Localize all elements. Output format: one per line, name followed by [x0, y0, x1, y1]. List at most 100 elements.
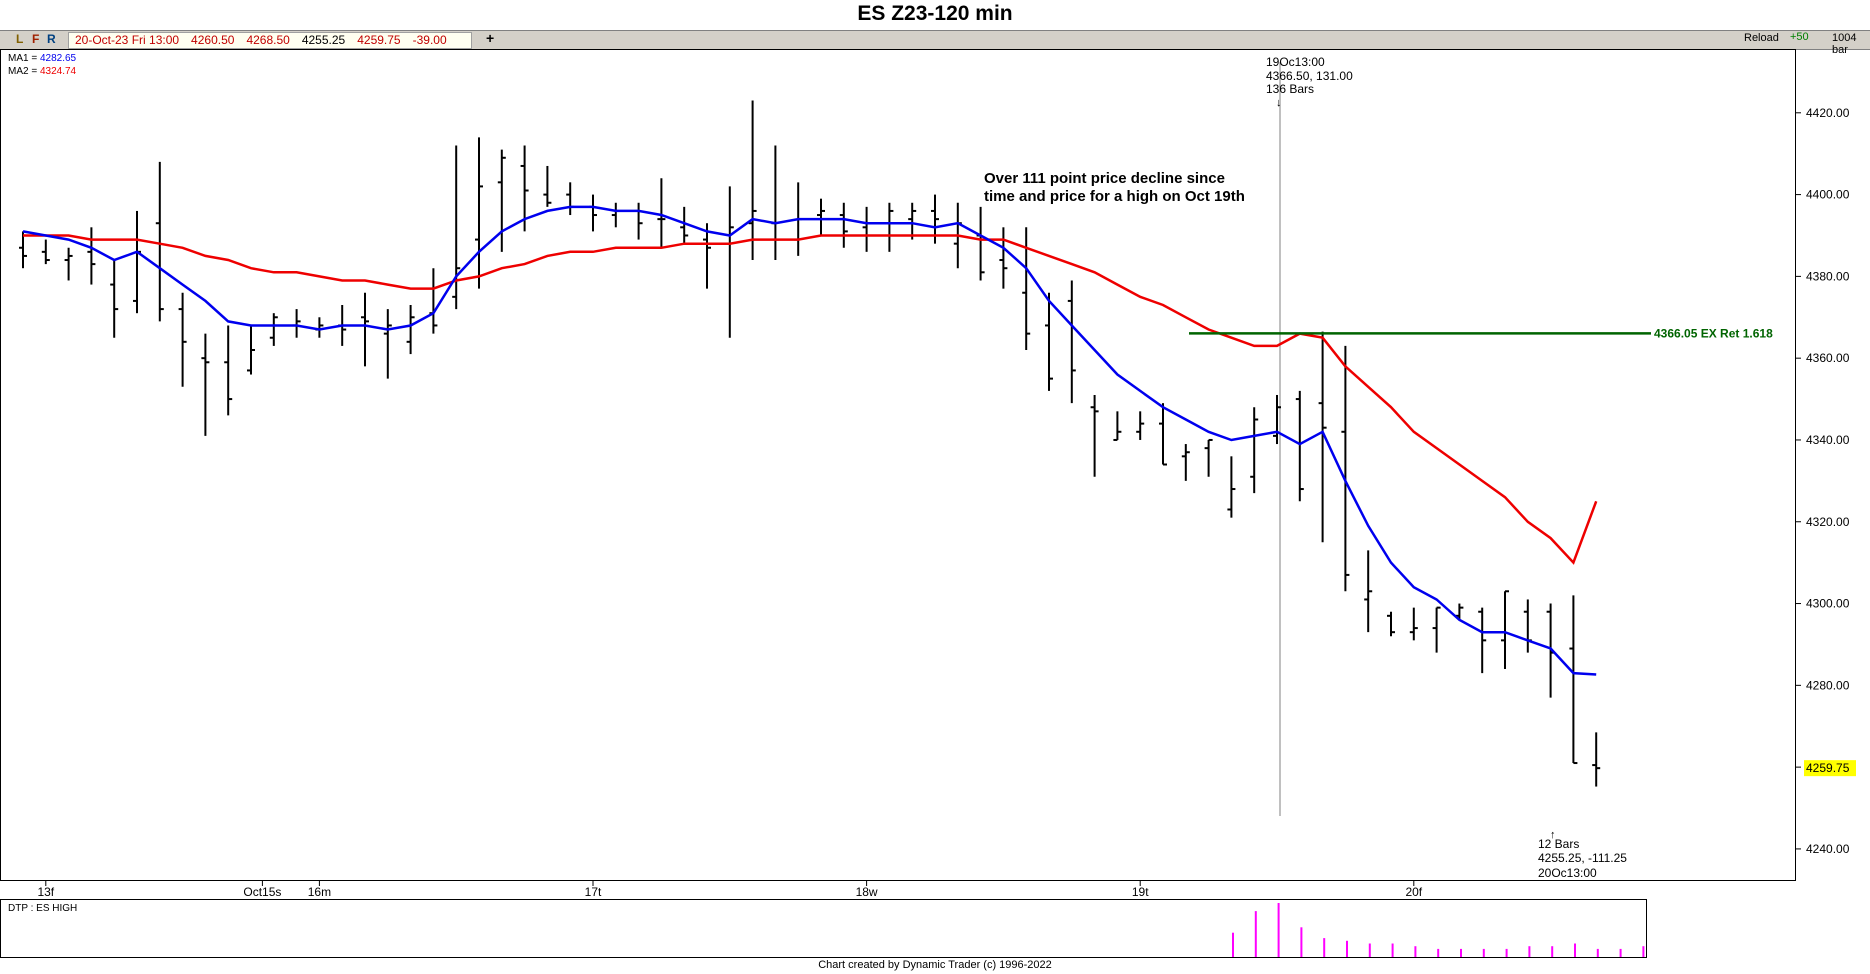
top-marker-values: 4366.50, 131.00	[1266, 69, 1353, 83]
ohlc-bar	[1432, 606, 1441, 653]
ma1-legend-label: MA1 = 4282.65	[8, 53, 77, 64]
retracement-label: 4366.05 EX Ret 1.618	[1654, 326, 1773, 340]
ohlc-bar	[1181, 444, 1190, 481]
ohlc-bar	[885, 202, 894, 252]
ohlc-bar	[1045, 292, 1053, 391]
ohlc-bar	[771, 145, 780, 261]
x-tick-label: 20f	[1405, 885, 1422, 899]
dtp-panel-label: DTP : ES HIGH	[8, 903, 77, 914]
y-tick-label: 4340.00	[1806, 433, 1850, 447]
quote-low: 4255.25	[301, 33, 346, 47]
ohlc-bar	[110, 260, 119, 338]
ohlc-bar	[1569, 595, 1578, 765]
ma2-line	[23, 234, 1598, 565]
main-plot-frame	[0, 49, 1796, 881]
x-tick-label: 13f	[37, 885, 54, 899]
ohlc-bar	[1364, 550, 1373, 633]
y-tick-label: 4420.00	[1806, 106, 1850, 120]
ohlc-bar	[406, 305, 415, 355]
toolbar-l-button[interactable]: L	[16, 32, 24, 46]
quote-close: 4259.75	[357, 33, 401, 47]
bars-plus-button[interactable]: +50	[1790, 31, 1809, 43]
bottom-marker-date: 20Oc13:00	[1538, 866, 1597, 880]
reload-button[interactable]: Reload	[1744, 32, 1779, 44]
quote-high: 4268.50	[246, 33, 290, 47]
ohlc-bar	[429, 268, 438, 334]
y-tick-label: 4240.00	[1806, 842, 1850, 856]
x-tick-label: 17t	[585, 885, 602, 899]
ohlc-bar	[224, 325, 233, 416]
footer-credit: Chart created by Dynamic Trader (c) 1996…	[818, 959, 1052, 971]
bars-count: 1004 bar	[1832, 32, 1857, 56]
ohlc-bar	[634, 202, 643, 240]
toolbar-r-button[interactable]: R	[47, 32, 56, 46]
x-tick-label: 16m	[308, 885, 331, 899]
ohlc-bar	[1250, 407, 1259, 494]
ohlc-bar	[133, 210, 141, 314]
bottom-marker-values: 4255.25, -111.25	[1538, 851, 1627, 865]
ohlc-bar	[1295, 390, 1304, 502]
last-price-label: 4259.75	[1806, 761, 1850, 775]
ohlc-bar	[703, 223, 711, 289]
ohlc-bar	[817, 198, 825, 236]
ohlc-bar	[1136, 411, 1145, 440]
ohlc-bar	[201, 333, 210, 436]
ma1-line	[22, 205, 1597, 676]
ohlc-bar	[178, 292, 187, 387]
toolbar-f-button[interactable]: F	[32, 32, 40, 46]
ohlc-bar	[452, 145, 461, 310]
y-tick-label: 4380.00	[1806, 269, 1850, 283]
decline-annotation-line1: Over 111 point price decline since	[984, 170, 1225, 187]
last-price-marker	[1804, 760, 1856, 777]
ohlc-bar	[725, 186, 734, 338]
ohlc-bar	[1592, 732, 1601, 787]
ohlc-bar	[155, 161, 164, 322]
top-marker-bars: 136 Bars	[1266, 82, 1314, 96]
y-axis: 4240.004260.004280.004300.004320.004340.…	[1795, 106, 1850, 856]
decline-annotation-line2: time and price for a high on Oct 19th	[984, 188, 1245, 205]
quote-change: -39.00	[412, 33, 447, 47]
ohlc-bar	[589, 194, 597, 232]
x-tick-label: 19t	[1132, 885, 1149, 899]
bottom-marker-bars: 12 Bars	[1538, 837, 1579, 851]
add-symbol-button[interactable]: +	[486, 30, 495, 46]
chart-title: ES Z23-120 min	[857, 2, 1013, 25]
ohlc-bar	[520, 145, 529, 232]
ohlc-bar	[269, 313, 278, 346]
ohlc-bar	[680, 206, 689, 244]
ohlc-bar	[64, 247, 73, 281]
y-tick-label: 4360.00	[1806, 351, 1850, 365]
ohlc-bar	[1341, 345, 1350, 592]
y-tick-label: 4320.00	[1806, 515, 1850, 529]
ohlc-bar	[839, 202, 848, 248]
ohlc-bar	[1387, 611, 1395, 637]
ohlc-bar	[1501, 590, 1509, 669]
dtp-bars	[1232, 903, 1645, 957]
ohlc-bar	[611, 202, 620, 228]
y-tick-label: 4400.00	[1806, 188, 1850, 202]
ohlc-bar	[1113, 411, 1122, 441]
ohlc-bar	[383, 309, 392, 379]
ohlc-bar	[1159, 403, 1167, 466]
ohlc-bar	[87, 227, 96, 285]
ohlc-bar	[247, 325, 255, 375]
quote-open: 4260.50	[191, 33, 235, 47]
x-tick-label: Oct15s	[243, 885, 281, 899]
ohlc-bar	[361, 292, 369, 367]
ohlc-bar	[1067, 280, 1076, 404]
ohlc-bar	[657, 178, 666, 248]
toolbar: L F R 20-Oct-23 Fri 13:00 4260.50 4268.50 4…	[0, 30, 1870, 56]
top-marker-arrow: ↓	[1276, 97, 1282, 109]
ohlc-bar	[1227, 456, 1236, 518]
ohlc-bar	[566, 182, 575, 216]
y-tick-label: 4280.00	[1806, 678, 1850, 692]
ohlc-bar	[1090, 394, 1099, 477]
ohlc-bar	[976, 206, 985, 281]
ohlc-bar	[908, 202, 917, 240]
bottom-marker-arrow: ↑	[1550, 829, 1556, 841]
price-bars	[19, 100, 1601, 787]
ohlc-bar	[1273, 394, 1281, 445]
ohlc-bar	[315, 317, 324, 338]
ohlc-bar	[41, 239, 50, 265]
